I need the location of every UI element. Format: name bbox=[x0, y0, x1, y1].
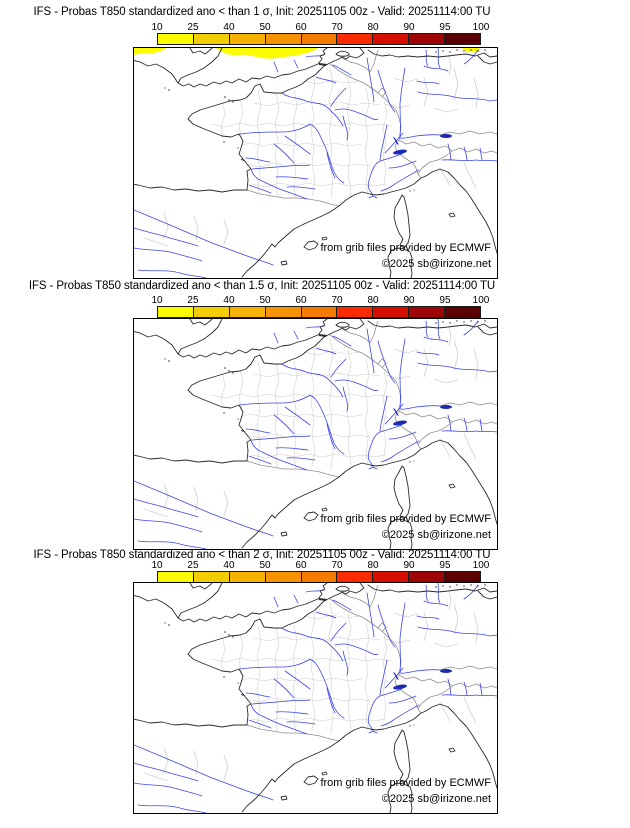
panel-title-sigma-1: IFS - Probas T850 standardized ano < tha… bbox=[33, 6, 491, 18]
colorbar-tick: 60 bbox=[295, 560, 307, 571]
colorbar-segment bbox=[336, 572, 373, 582]
colorbar-segment bbox=[228, 34, 265, 44]
colorbar-tick: 70 bbox=[331, 22, 343, 33]
colorbar-tick: 25 bbox=[187, 560, 199, 571]
colorbar-segment bbox=[372, 34, 409, 44]
colorbar-tick: 50 bbox=[259, 22, 271, 33]
colorbar-bar bbox=[157, 306, 481, 318]
colorbar-segment bbox=[300, 572, 337, 582]
colorbar-segment bbox=[408, 307, 445, 317]
colorbar-tick: 10 bbox=[151, 22, 163, 33]
attribution-source: from grib files provided by ECMWF bbox=[320, 513, 491, 525]
colorbar-tick: 60 bbox=[295, 295, 307, 306]
panel-title-sigma-2: IFS - Probas T850 standardized ano < tha… bbox=[33, 549, 491, 561]
colorbar-tick: 10 bbox=[151, 295, 163, 306]
colorbar-segment bbox=[372, 307, 409, 317]
colorbar-tick: 70 bbox=[331, 560, 343, 571]
attribution-source: from grib files provided by ECMWF bbox=[320, 242, 491, 254]
map-sigma-1: from grib files provided by ECMWF ©2025 … bbox=[133, 47, 498, 279]
colorbar-segment bbox=[408, 572, 445, 582]
colorbar-tick: 100 bbox=[472, 22, 490, 33]
colorbar-segment bbox=[192, 34, 229, 44]
colorbar-tick: 60 bbox=[295, 22, 307, 33]
colorbar-segment bbox=[264, 34, 301, 44]
colorbar-bar bbox=[157, 33, 481, 45]
colorbar-tick: 90 bbox=[403, 295, 415, 306]
colorbar-segment bbox=[264, 307, 301, 317]
panel-title-sigma-1-5: IFS - Probas T850 standardized ano < tha… bbox=[28, 280, 496, 292]
colorbar-segment bbox=[300, 34, 337, 44]
colorbar-segment bbox=[158, 34, 193, 44]
colorbar-segment bbox=[192, 307, 229, 317]
colorbar-tick: 90 bbox=[403, 22, 415, 33]
colorbar-tick: 80 bbox=[367, 295, 379, 306]
colorbar-ticks: 10 25 40 50 60 70 80 90 95 100 bbox=[151, 560, 489, 571]
colorbar-tick: 80 bbox=[367, 22, 379, 33]
attribution-copyright: ©2025 sb@irizone.net bbox=[381, 529, 491, 541]
colorbar-ticks: 10 25 40 50 60 70 80 90 95 100 bbox=[151, 22, 489, 33]
colorbar-segment bbox=[300, 307, 337, 317]
colorbar-tick: 10 bbox=[151, 560, 163, 571]
colorbar-segment bbox=[264, 572, 301, 582]
colorbar-segment bbox=[192, 572, 229, 582]
colorbar-tick: 40 bbox=[223, 560, 235, 571]
colorbar-tick: 50 bbox=[259, 295, 271, 306]
colorbar-segment bbox=[158, 307, 193, 317]
colorbar-tick: 95 bbox=[439, 295, 451, 306]
colorbar-ticks: 10 25 40 50 60 70 80 90 95 100 bbox=[151, 295, 489, 306]
colorbar-tick: 90 bbox=[403, 560, 415, 571]
colorbar-segment bbox=[444, 34, 481, 44]
colorbar-tick: 25 bbox=[187, 22, 199, 33]
attribution-copyright: ©2025 sb@irizone.net bbox=[381, 258, 491, 270]
colorbar-segment bbox=[372, 572, 409, 582]
colorbar-tick: 50 bbox=[259, 560, 271, 571]
colorbar-tick: 95 bbox=[439, 560, 451, 571]
colorbar-segment bbox=[228, 307, 265, 317]
colorbar-tick: 40 bbox=[223, 22, 235, 33]
colorbar-segment bbox=[228, 572, 265, 582]
colorbar-tick: 80 bbox=[367, 560, 379, 571]
colorbar-tick: 25 bbox=[187, 295, 199, 306]
colorbar-tick: 95 bbox=[439, 22, 451, 33]
colorbar-tick: 70 bbox=[331, 295, 343, 306]
colorbar-tick: 100 bbox=[472, 560, 490, 571]
colorbar-segment bbox=[336, 34, 373, 44]
colorbar-segment bbox=[444, 572, 481, 582]
colorbar-segment bbox=[336, 307, 373, 317]
attribution-source: from grib files provided by ECMWF bbox=[320, 777, 491, 789]
map-sigma-1-5: from grib files provided by ECMWF ©2025 … bbox=[133, 318, 498, 550]
colorbar-segment bbox=[408, 34, 445, 44]
colorbar-tick: 100 bbox=[472, 295, 490, 306]
colorbar-tick: 40 bbox=[223, 295, 235, 306]
map-sigma-2: from grib files provided by ECMWF ©2025 … bbox=[133, 582, 498, 814]
colorbar-segment bbox=[444, 307, 481, 317]
attribution-copyright: ©2025 sb@irizone.net bbox=[381, 793, 491, 805]
colorbar-segment bbox=[158, 572, 193, 582]
